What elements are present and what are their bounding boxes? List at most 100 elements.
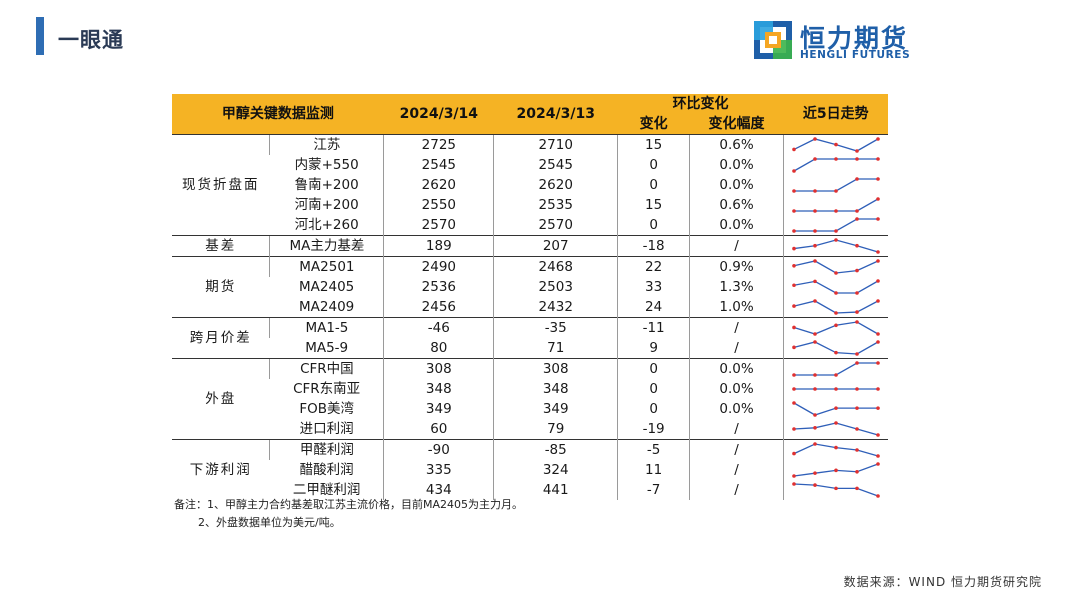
cell-v2: 441 (493, 480, 618, 500)
trend-point (855, 320, 859, 324)
cell-name: MA2409 (299, 299, 355, 315)
trend-sparkline (792, 217, 880, 233)
trend-sparkline (792, 238, 880, 254)
trend-point (855, 177, 859, 181)
cell-chg: 22 (617, 256, 690, 277)
cell-pct: / (689, 235, 784, 257)
cell-name: 甲醛利润 (269, 439, 384, 460)
cell-name: 内蒙+550 (294, 157, 359, 173)
trend-point (876, 299, 880, 303)
cell-v2: 71 (493, 338, 618, 359)
cell-v1: 2536 (383, 277, 494, 297)
cell-pct: 0.9% (689, 256, 784, 277)
trend-point (855, 361, 859, 365)
cell-name: FOB美湾 (299, 401, 354, 417)
trend-point (792, 209, 796, 213)
cell-v2: 349 (493, 399, 618, 419)
cell-name: 河北+260 (294, 217, 359, 233)
note-line-1: 备注：1、甲醇主力合约基差取江苏主流价格，目前MA2405为主力月。 (174, 498, 524, 511)
cell-chg: -11 (617, 317, 690, 338)
cell-v1: 434 (383, 480, 494, 500)
cell-v1: 189 (383, 235, 494, 257)
cell-name: MA5-9 (305, 340, 349, 356)
trend-point (792, 427, 796, 431)
trend-point (834, 238, 838, 242)
cell-v1: 348 (383, 379, 494, 399)
trend-point (792, 246, 796, 251)
header-date1: 2024/3/14 (383, 94, 494, 135)
cell-chg: 0 (617, 215, 690, 236)
table-row: MA2409 2456 2432 24 1.0% (172, 297, 888, 318)
trend-point (876, 462, 880, 466)
trend-sparkline (792, 340, 880, 356)
trend-point (792, 325, 796, 330)
cell-v1: 335 (383, 460, 494, 480)
trend-line (793, 198, 879, 212)
header-change: 变化 (617, 114, 690, 135)
cell-name: MA2501 (269, 256, 384, 277)
cell-pct: 0.0% (689, 399, 784, 419)
header-date2: 2024/3/13 (493, 94, 618, 135)
cell-pct: 0.6% (689, 195, 784, 215)
trend-point (813, 442, 817, 446)
cell-v2: 2710 (493, 134, 618, 155)
cell-name: MA主力基差 (269, 235, 384, 257)
cell-name: 河南+200 (294, 197, 359, 213)
cell-v2: 2432 (493, 297, 618, 318)
trend-cell (782, 317, 888, 338)
table-row: FOB美湾 349 349 0 0.0% (172, 399, 888, 419)
cell-name: CFR东南亚 (293, 381, 361, 397)
trend-point (855, 406, 859, 410)
cell-v2: 348 (493, 379, 618, 399)
category-cell: 下游利润 (172, 439, 270, 500)
trend-point (876, 340, 880, 344)
trend-point (855, 149, 859, 153)
trend-sparkline (792, 259, 880, 275)
trend-point (855, 448, 859, 452)
table-row: 进口利润 60 79 -19/ (172, 419, 888, 440)
category-cell: 期货 (172, 256, 270, 318)
cell-pct: / (689, 317, 784, 338)
cell-pct: 0.6% (689, 134, 784, 155)
trend-point (834, 229, 838, 233)
trend-cell (782, 277, 888, 297)
trend-cell (782, 379, 888, 399)
cell-v2: -35 (493, 317, 618, 338)
category-cell: 外盘 (172, 358, 270, 440)
cell-v2: 207 (493, 235, 618, 257)
trend-point (792, 304, 796, 308)
trend-line (793, 178, 878, 192)
cell-name: MA2405 (299, 279, 355, 295)
trend-sparkline (792, 177, 880, 193)
trend-line (793, 218, 878, 232)
trend-cell (782, 399, 888, 419)
logo-name-en: HENGLI FUTURES (800, 49, 911, 61)
table-row: 醋酸利润 335 324 11/ (172, 460, 888, 480)
cell-v1: 2725 (383, 134, 494, 155)
cell-v1: 308 (383, 358, 494, 379)
cell-v2: 79 (493, 419, 618, 440)
trend-cell (782, 175, 888, 195)
trend-point (834, 157, 838, 161)
cell-v2: 2570 (493, 215, 618, 236)
trend-point (813, 209, 817, 213)
trend-cell (782, 155, 888, 175)
cell-pct: 0.0% (689, 155, 784, 175)
data-source: 数据来源：WIND 恒力期货研究院 (843, 575, 1042, 589)
trend-point (792, 401, 796, 405)
trend-point (876, 279, 880, 283)
trend-point (792, 264, 796, 268)
trend-point (876, 217, 880, 221)
trend-point (792, 283, 796, 288)
trend-cell (782, 419, 888, 440)
cell-v1: -90 (383, 439, 494, 460)
cell-name: 江苏 (269, 134, 384, 155)
page-title: 一眼通 (58, 28, 124, 52)
cell-pct: 0.0% (689, 379, 784, 399)
trend-point (855, 352, 859, 356)
trend-point (876, 250, 880, 254)
table-row: 鲁南+200 2620 2620 0 0.0% (172, 175, 888, 195)
cell-v1: 2456 (383, 297, 494, 318)
trend-point (834, 291, 838, 295)
trend-cell (782, 358, 888, 379)
